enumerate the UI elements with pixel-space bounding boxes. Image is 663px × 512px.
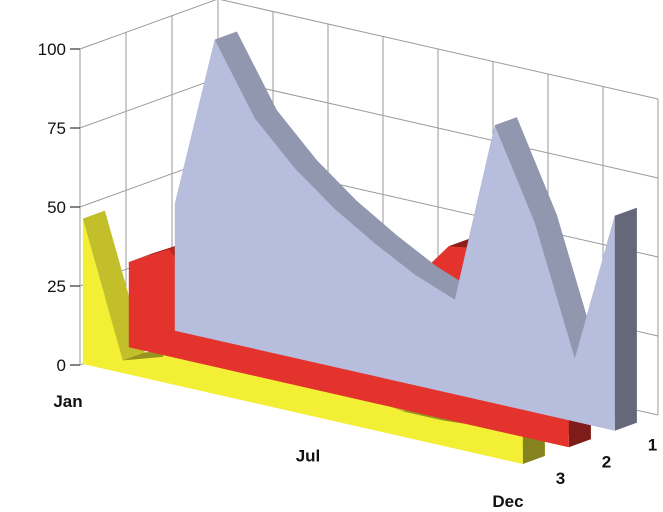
depth-label: 2 [602, 452, 611, 471]
x-tick-label: Jan [53, 392, 82, 411]
ribbon-top-segment [214, 31, 277, 119]
axis-labels: 0 25 50 75 100 Jan Jul Dec 1 2 3 [38, 40, 658, 511]
y-tick-label: 25 [47, 277, 66, 296]
y-tick-label: 0 [57, 356, 66, 375]
gridline-y-4 [79, 0, 659, 100]
x-tick-label: Jul [296, 447, 321, 466]
y-tick-label: 100 [38, 40, 66, 59]
depth-label: 3 [556, 469, 565, 488]
ribbon-top-segment [254, 110, 317, 169]
y-tick-label: 50 [47, 198, 66, 217]
ribbon-top-segment [294, 160, 357, 209]
series-ribbons [82, 31, 637, 464]
ribbon-top-segment [494, 117, 557, 223]
ribbon-top-segment [334, 201, 397, 244]
x-tick-label: Dec [492, 492, 523, 511]
gridline-y-3 [79, 77, 659, 179]
ribbon-top-segment [374, 235, 437, 275]
ribbon-end-cap [614, 207, 637, 431]
ribbon-top-segment [534, 214, 597, 359]
y-tick-label: 75 [47, 119, 66, 138]
series-1 [174, 31, 637, 431]
depth-label: 1 [648, 436, 657, 455]
series-front-face [174, 39, 615, 431]
